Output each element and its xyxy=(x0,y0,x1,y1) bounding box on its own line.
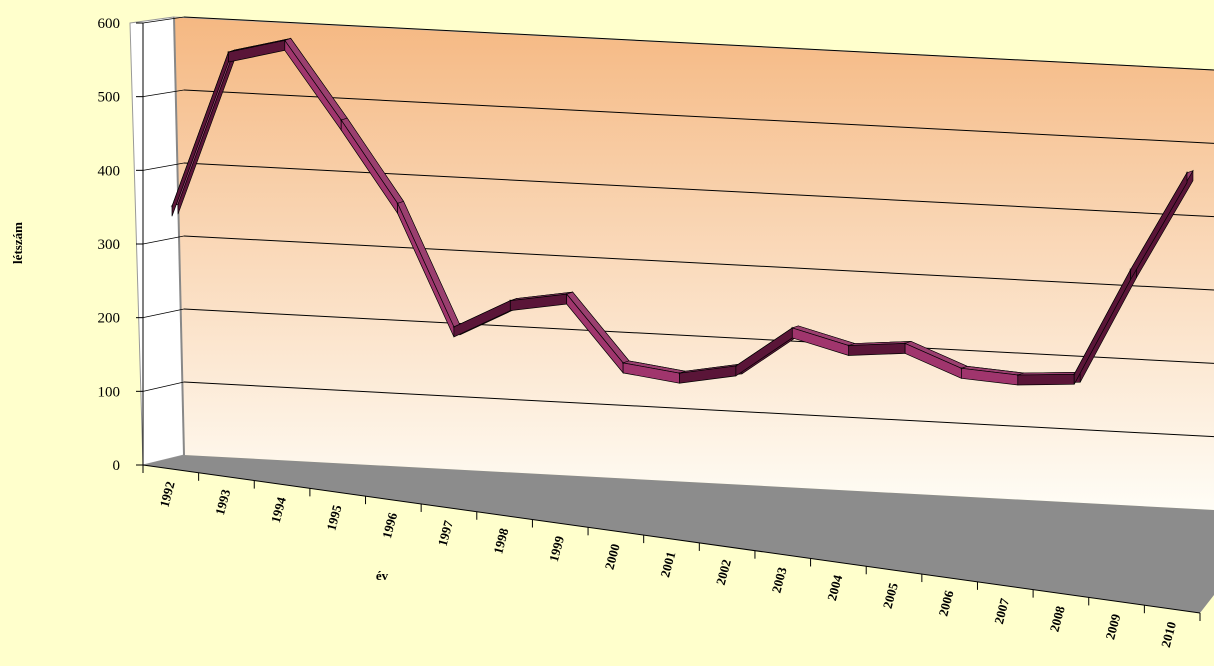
gridline xyxy=(183,308,1214,364)
y-tick-label: 300 xyxy=(98,237,121,253)
x-tick-label: 2007 xyxy=(991,596,1012,625)
y-tick-label: 0 xyxy=(113,458,121,474)
floor xyxy=(143,455,1214,613)
data-point xyxy=(847,344,850,347)
x-tick-label: 1996 xyxy=(379,511,400,540)
data-point xyxy=(903,342,907,345)
x-tick-label: 2008 xyxy=(1047,604,1068,633)
x-axis-title: év xyxy=(376,568,389,583)
gridline-side xyxy=(142,16,185,24)
data-point xyxy=(396,202,399,205)
x-tick-label: 1995 xyxy=(323,503,344,532)
gridline xyxy=(183,162,1214,218)
data-point xyxy=(283,39,286,42)
gridline-side xyxy=(142,89,185,98)
gridline xyxy=(183,235,1214,291)
data-point xyxy=(791,326,794,330)
gridline-side xyxy=(142,381,185,392)
gridline-side xyxy=(142,162,185,171)
data-point xyxy=(1129,268,1132,271)
y-tick-label: 200 xyxy=(98,311,121,327)
x-tick-label: 2009 xyxy=(1102,612,1123,641)
data-point xyxy=(734,364,738,368)
y-axis-title: létszám xyxy=(10,222,25,264)
data-point xyxy=(960,367,963,370)
y-tick-label: 100 xyxy=(98,384,121,400)
data-point xyxy=(452,325,456,329)
x-tick-label: 2010 xyxy=(1158,620,1179,649)
x-tick-label: 2004 xyxy=(824,573,845,602)
x-tick-label: 1994 xyxy=(268,495,289,524)
y-tick-label: 500 xyxy=(98,90,121,106)
data-point xyxy=(678,372,681,375)
data-point xyxy=(1016,373,1019,377)
x-tick-label: 1997 xyxy=(435,518,456,547)
x-tick-label: 2000 xyxy=(602,542,623,571)
x-tick-label: 1998 xyxy=(490,526,511,555)
x-axis-line xyxy=(142,464,1201,614)
ribbon-segment xyxy=(1017,373,1075,386)
y-tick-label: 400 xyxy=(98,163,121,179)
y-tick-label: 600 xyxy=(98,16,121,32)
data-point xyxy=(621,361,625,365)
data-point xyxy=(1073,373,1076,376)
gridline-side xyxy=(142,308,185,319)
x-tick-label: 1993 xyxy=(212,487,233,516)
gridline-side xyxy=(142,235,185,245)
data-point xyxy=(565,292,568,296)
data-point xyxy=(227,50,230,54)
x-tick-label: 2006 xyxy=(935,588,956,617)
data-point xyxy=(1185,171,1189,174)
x-tick-label: 2003 xyxy=(768,565,789,594)
gridline xyxy=(183,89,1214,144)
data-point xyxy=(340,118,343,122)
x-tick-label: 2001 xyxy=(657,550,678,579)
gridline xyxy=(183,381,1214,438)
data-point xyxy=(170,205,174,208)
x-tick-label: 1992 xyxy=(156,480,177,509)
ribbon-segment xyxy=(1130,171,1188,281)
data-point xyxy=(509,299,512,302)
gridline xyxy=(183,16,1214,71)
x-tick-label: 1999 xyxy=(546,534,567,563)
x-tick-label: 2005 xyxy=(880,581,901,610)
back-wall xyxy=(174,17,1214,510)
ribbon-segment xyxy=(848,343,906,356)
x-tick-label: 2002 xyxy=(713,558,734,587)
